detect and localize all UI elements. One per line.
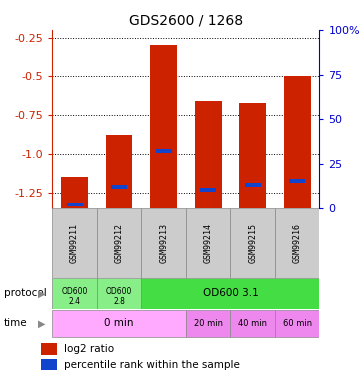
Text: 0 min: 0 min: [104, 318, 134, 328]
Text: protocol: protocol: [4, 288, 46, 298]
Text: ▶: ▶: [38, 288, 45, 298]
Bar: [200, 188, 216, 192]
Bar: [275, 208, 319, 278]
Text: time: time: [4, 318, 27, 328]
Text: 20 min: 20 min: [194, 319, 223, 328]
Title: GDS2600 / 1268: GDS2600 / 1268: [129, 13, 243, 27]
Text: GSM99211: GSM99211: [70, 223, 79, 263]
Text: 60 min: 60 min: [283, 319, 312, 328]
Bar: [230, 208, 275, 278]
Bar: [186, 310, 230, 337]
Text: log2 ratio: log2 ratio: [64, 344, 114, 354]
Bar: [52, 310, 186, 337]
Bar: [61, 177, 88, 208]
Bar: [97, 208, 142, 278]
Bar: [66, 202, 83, 207]
Bar: [97, 278, 142, 309]
Bar: [142, 278, 319, 309]
Text: ▶: ▶: [38, 318, 45, 328]
Text: GSM99212: GSM99212: [115, 223, 123, 263]
Text: GSM99214: GSM99214: [204, 223, 213, 263]
Bar: [230, 310, 275, 337]
Bar: [41, 358, 57, 370]
Bar: [289, 180, 305, 183]
Bar: [111, 185, 127, 189]
Bar: [195, 101, 222, 208]
Bar: [106, 135, 132, 208]
Text: GSM99216: GSM99216: [293, 223, 302, 263]
Bar: [245, 183, 261, 187]
Text: OD600 3.1: OD600 3.1: [203, 288, 258, 298]
Bar: [52, 278, 97, 309]
Bar: [52, 208, 97, 278]
Bar: [41, 343, 57, 355]
Text: GSM99215: GSM99215: [248, 223, 257, 263]
Text: OD600: OD600: [61, 287, 88, 296]
Text: percentile rank within the sample: percentile rank within the sample: [64, 360, 239, 370]
Bar: [186, 208, 230, 278]
Bar: [239, 103, 266, 208]
Bar: [156, 149, 172, 153]
Bar: [150, 45, 177, 208]
Bar: [142, 208, 186, 278]
Text: GSM99213: GSM99213: [159, 223, 168, 263]
Text: 40 min: 40 min: [238, 319, 267, 328]
Text: 2.8: 2.8: [113, 297, 125, 306]
Bar: [275, 310, 319, 337]
Bar: [284, 76, 310, 208]
Text: 2.4: 2.4: [69, 297, 81, 306]
Text: OD600: OD600: [106, 287, 132, 296]
